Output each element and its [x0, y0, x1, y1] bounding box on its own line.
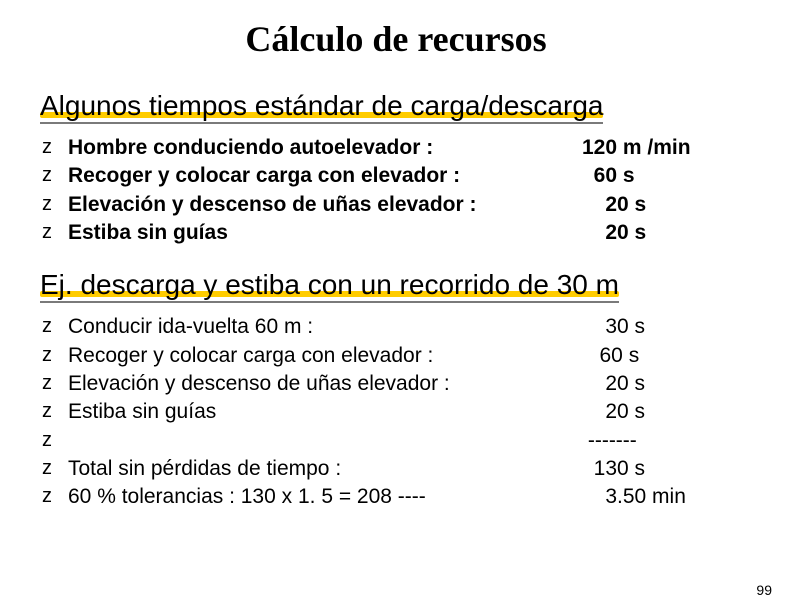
bullet-icon: z: [40, 134, 68, 161]
item-label: Total sin pérdidas de tiempo :: [68, 455, 582, 483]
item-label: 60 % tolerancias : 130 x 1. 5 = 208 ----: [68, 483, 582, 511]
list-item: z Hombre conduciendo autoelevador : 120 …: [40, 134, 752, 162]
item-value: 60 s: [582, 342, 752, 370]
list-item: z Total sin pérdidas de tiempo : 130 s: [40, 455, 752, 483]
page-number: 99: [756, 582, 772, 598]
item-value: 60 s: [582, 162, 752, 190]
section-heading-wrap: Algunos tiempos estándar de carga/descar…: [40, 90, 603, 122]
list-example: z Conducir ida-vuelta 60 m : 30 s z Reco…: [40, 313, 752, 511]
list-standard-times: z Hombre conduciendo autoelevador : 120 …: [40, 134, 752, 247]
item-label: Hombre conduciendo autoelevador :: [68, 134, 582, 162]
section-standard-times: Algunos tiempos estándar de carga/descar…: [0, 90, 792, 247]
item-label: Estiba sin guías: [68, 398, 582, 426]
underline-shadow: [40, 122, 603, 124]
list-item: z Recoger y colocar carga con elevador :…: [40, 342, 752, 370]
bullet-icon: z: [40, 219, 68, 246]
list-item: z Conducir ida-vuelta 60 m : 30 s: [40, 313, 752, 341]
list-item: z Recoger y colocar carga con elevador :…: [40, 162, 752, 190]
item-value: 20 s: [582, 219, 752, 247]
list-item: z Elevación y descenso de uñas elevador …: [40, 191, 752, 219]
bullet-icon: z: [40, 483, 68, 510]
item-value: 130 s: [582, 455, 752, 483]
slide-title: Cálculo de recursos: [0, 0, 792, 60]
item-label: Recoger y colocar carga con elevador :: [68, 342, 582, 370]
item-value: 30 s: [582, 313, 752, 341]
item-value: 20 s: [582, 370, 752, 398]
item-label: Estiba sin guías: [68, 219, 582, 247]
item-value: 120 m /min: [582, 134, 752, 162]
item-label: Conducir ida-vuelta 60 m :: [68, 313, 582, 341]
section-heading-1: Algunos tiempos estándar de carga/descar…: [40, 90, 603, 121]
section-example: Ej. descarga y estiba con un recorrido d…: [0, 269, 792, 511]
slide: Cálculo de recursos Algunos tiempos está…: [0, 0, 792, 612]
item-label: Elevación y descenso de uñas elevador :: [68, 370, 582, 398]
item-value: 3.50 min: [582, 483, 752, 511]
bullet-icon: z: [40, 427, 68, 454]
section-heading-2: Ej. descarga y estiba con un recorrido d…: [40, 269, 619, 300]
list-item: z Elevación y descenso de uñas elevador …: [40, 370, 752, 398]
bullet-icon: z: [40, 313, 68, 340]
bullet-icon: z: [40, 370, 68, 397]
list-item: z Estiba sin guías 20 s: [40, 398, 752, 426]
bullet-icon: z: [40, 455, 68, 482]
item-label: Recoger y colocar carga con elevador :: [68, 162, 582, 190]
bullet-icon: z: [40, 162, 68, 189]
section-heading-wrap: Ej. descarga y estiba con un recorrido d…: [40, 269, 619, 301]
list-item: z Estiba sin guías 20 s: [40, 219, 752, 247]
item-value: 20 s: [582, 398, 752, 426]
item-label: Elevación y descenso de uñas elevador :: [68, 191, 582, 219]
bullet-icon: z: [40, 342, 68, 369]
underline-shadow: [40, 301, 619, 303]
item-value: -------: [582, 427, 752, 455]
list-item: z -------: [40, 427, 752, 455]
item-value: 20 s: [582, 191, 752, 219]
bullet-icon: z: [40, 398, 68, 425]
list-item: z 60 % tolerancias : 130 x 1. 5 = 208 --…: [40, 483, 752, 511]
bullet-icon: z: [40, 191, 68, 218]
